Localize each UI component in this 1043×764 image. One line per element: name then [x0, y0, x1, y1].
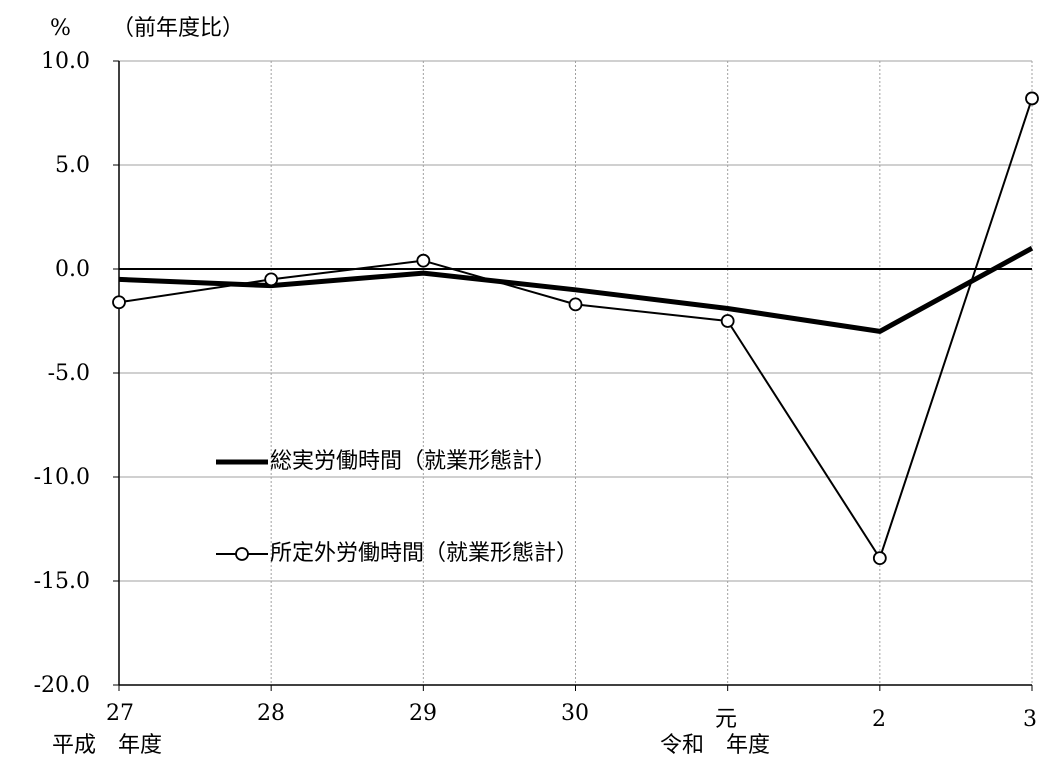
data-point-overtime-hours [416, 253, 431, 268]
x-tick-label: 元 [714, 707, 737, 732]
y-tick-label: 5.0 [55, 153, 90, 178]
legend-label-overtime-hours: 所定外労働時間（就業形態計） [270, 541, 579, 566]
data-point-overtime-hours [720, 314, 735, 328]
x-tick-label: 28 [257, 701, 285, 726]
y-tick-label: -5.0 [47, 361, 90, 386]
data-point-overtime-hours [1025, 91, 1039, 106]
x-tick-label: 29 [409, 701, 437, 726]
y-unit-label: % [50, 16, 71, 41]
era-label-heisei: 平成 年度 [52, 733, 163, 758]
y-note-label: （前年度比） [112, 16, 245, 41]
x-tick-label: 2 [872, 707, 886, 732]
era-label-reiwa: 令和 年度 [660, 733, 771, 758]
y-tick-label: 10.0 [41, 49, 90, 74]
x-tick-label: 30 [561, 701, 589, 726]
data-point-overtime-hours [264, 272, 279, 287]
y-tick-label: -20.0 [33, 673, 90, 698]
legend-label-total-hours: 総実労働時間（就業形態計） [270, 449, 557, 474]
data-point-overtime-hours [112, 295, 126, 310]
y-tick-label: -10.0 [33, 465, 90, 490]
x-tick-label: 27 [106, 701, 134, 726]
data-point-overtime-hours [568, 297, 583, 312]
x-tick-label: 3 [1023, 707, 1037, 732]
legend-marker-overtime-hours [235, 547, 249, 561]
y-tick-label: -15.0 [33, 569, 90, 594]
y-tick-label: 0.0 [55, 257, 90, 282]
data-point-overtime-hours [872, 551, 887, 566]
